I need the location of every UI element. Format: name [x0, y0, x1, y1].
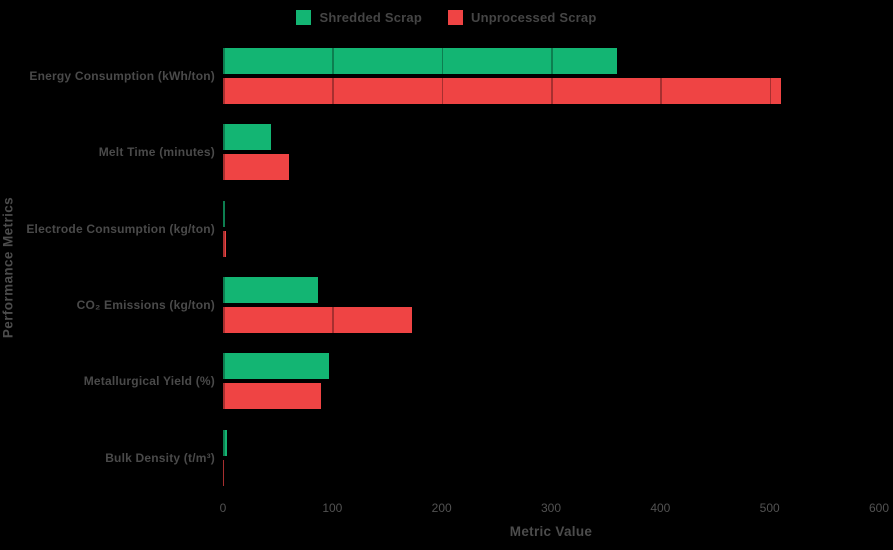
x-tick-label: 100: [322, 501, 343, 515]
gridline: [332, 38, 334, 496]
legend-item-shredded-scrap[interactable]: Shredded Scrap: [296, 10, 422, 25]
gridline: [769, 38, 772, 496]
x-tick-label: 600: [868, 501, 890, 515]
legend-swatch-unprocessed-icon: [447, 10, 463, 25]
bar-unprocessed[interactable]: [223, 230, 227, 257]
bar-group: [223, 114, 879, 190]
bar-group: [223, 343, 879, 419]
bar-group: [223, 191, 879, 267]
x-tick-label: 0: [219, 501, 227, 515]
bar-unprocessed[interactable]: [223, 307, 413, 334]
bar-unprocessed[interactable]: [223, 383, 322, 410]
gridline: [223, 38, 225, 496]
plot-area: [223, 38, 881, 496]
bar-shredded[interactable]: [223, 200, 226, 227]
category-label: Electrode Consumption (kg/ton): [26, 221, 215, 236]
category-label: Melt Time (minutes): [98, 145, 215, 160]
bar-shredded[interactable]: [223, 48, 617, 75]
x-tick-label: 200: [431, 501, 452, 515]
legend-item-unprocessed-scrap[interactable]: Unprocessed Scrap: [447, 10, 597, 25]
x-tick-label: 300: [540, 501, 562, 515]
bar-group: [223, 38, 879, 114]
bar-shredded[interactable]: [223, 277, 319, 304]
gridline: [441, 38, 444, 496]
bar-shredded[interactable]: [223, 124, 272, 151]
gridline: [551, 38, 553, 496]
bar-unprocessed[interactable]: [223, 78, 781, 105]
category-label: Metallurgical Yield (%): [83, 374, 215, 389]
bar-shredded[interactable]: [223, 429, 227, 456]
gridline: [879, 38, 881, 496]
legend-label-shredded: Shredded Scrap: [319, 10, 422, 25]
category-label: Bulk Density (t/m³): [105, 450, 215, 465]
x-tick-label: 500: [759, 501, 780, 515]
category-label: Energy Consumption (kWh/ton): [29, 69, 215, 84]
legend-label-unprocessed: Unprocessed Scrap: [470, 10, 597, 25]
legend-swatch-shredded-icon: [296, 10, 312, 25]
bar-group: [223, 267, 879, 343]
gridline: [660, 38, 662, 496]
bar-unprocessed[interactable]: [223, 459, 225, 486]
bar-group: [223, 420, 879, 496]
bar-shredded[interactable]: [223, 353, 330, 380]
bar-unprocessed[interactable]: [223, 154, 289, 181]
x-axis-title: Metric Value: [509, 524, 593, 539]
category-label: CO₂ Emissions (kg/ton): [76, 298, 215, 313]
x-tick-label: 400: [650, 501, 671, 515]
legend: Shredded Scrap Unprocessed Scrap: [0, 10, 893, 25]
